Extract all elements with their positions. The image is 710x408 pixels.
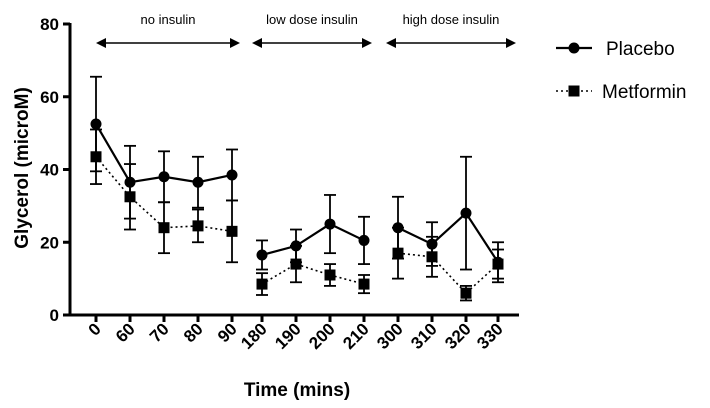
legend-item-placebo: Placebo bbox=[556, 39, 675, 60]
square-marker-icon bbox=[568, 85, 580, 97]
series-placebo bbox=[90, 75, 504, 284]
x-tick-label: 300 bbox=[373, 319, 406, 352]
data-point bbox=[426, 251, 438, 263]
data-point bbox=[226, 225, 238, 237]
data-point bbox=[226, 169, 238, 181]
arrow-head-right-icon bbox=[362, 38, 372, 48]
legend-label: Metformin bbox=[602, 82, 686, 103]
period-arrow: no insulin bbox=[96, 12, 240, 48]
x-tick-label: 200 bbox=[305, 319, 338, 352]
period-label: high dose insulin bbox=[403, 12, 500, 27]
data-point bbox=[492, 258, 504, 270]
data-point bbox=[256, 249, 268, 261]
data-point bbox=[460, 287, 472, 299]
y-axis-title: Glycerol (microM) bbox=[12, 87, 33, 249]
data-point bbox=[358, 234, 370, 246]
legend-item-metformin: Metformin bbox=[556, 82, 686, 103]
series-metformin bbox=[90, 128, 504, 302]
circle-marker-icon bbox=[568, 42, 580, 54]
series-line bbox=[95, 156, 233, 233]
period-label: low dose insulin bbox=[266, 12, 358, 27]
x-tick-label: 60 bbox=[112, 319, 139, 346]
data-point bbox=[192, 220, 204, 232]
series-line bbox=[261, 263, 365, 285]
period-arrow: low dose insulin bbox=[252, 12, 372, 48]
legend-label: Placebo bbox=[606, 39, 675, 60]
y-tick-label: 40 bbox=[40, 161, 59, 180]
series-line bbox=[397, 252, 499, 295]
x-tick-label: 190 bbox=[271, 319, 304, 352]
data-point bbox=[192, 176, 204, 188]
y-tick-label: 60 bbox=[40, 88, 59, 107]
data-point bbox=[324, 218, 336, 230]
data-point bbox=[460, 207, 472, 219]
x-tick-label: 210 bbox=[339, 319, 372, 352]
data-point bbox=[324, 269, 336, 281]
arrow-head-left-icon bbox=[386, 38, 396, 48]
arrow-head-left-icon bbox=[96, 38, 106, 48]
x-tick-label: 0 bbox=[85, 319, 105, 339]
x-tick-label: 310 bbox=[407, 319, 440, 352]
y-tick-label: 0 bbox=[50, 306, 59, 325]
arrow-head-right-icon bbox=[230, 38, 240, 48]
series-layer bbox=[90, 75, 504, 302]
x-tick-label: 90 bbox=[214, 319, 241, 346]
data-point bbox=[90, 118, 102, 130]
period-label: no insulin bbox=[141, 12, 196, 27]
legend: Placebo Metformin bbox=[556, 39, 686, 103]
data-point bbox=[358, 278, 370, 290]
period-markers: no insulin low dose insulin high dose insu… bbox=[96, 12, 516, 48]
data-point bbox=[158, 222, 170, 234]
arrow-head-left-icon bbox=[252, 38, 262, 48]
x-tick-label: 70 bbox=[146, 319, 173, 346]
data-point bbox=[256, 278, 268, 290]
data-point bbox=[392, 247, 404, 259]
data-point bbox=[158, 171, 170, 183]
y-tick-label: 80 bbox=[40, 15, 59, 34]
data-point bbox=[290, 258, 302, 270]
series-line bbox=[261, 222, 365, 257]
x-tick-label: 80 bbox=[180, 319, 207, 346]
arrow-head-right-icon bbox=[506, 38, 516, 48]
series-line bbox=[397, 211, 499, 263]
x-tick-label: 180 bbox=[237, 319, 270, 352]
data-point bbox=[90, 151, 102, 163]
x-tick-label: 330 bbox=[473, 319, 506, 352]
data-point bbox=[124, 191, 136, 203]
y-tick-label: 20 bbox=[40, 233, 59, 252]
period-arrow: high dose insulin bbox=[386, 12, 516, 48]
x-axis-title: Time (mins) bbox=[244, 380, 350, 401]
x-tick-label: 320 bbox=[441, 319, 474, 352]
